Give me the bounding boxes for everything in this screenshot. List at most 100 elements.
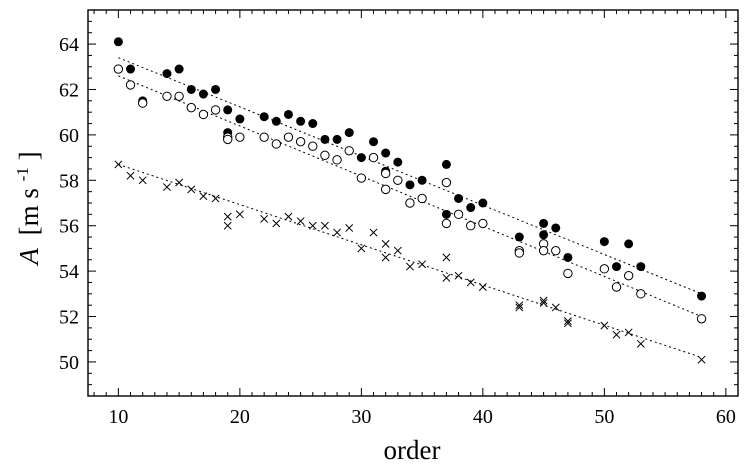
cross-stroke bbox=[199, 192, 208, 201]
cross-point bbox=[333, 228, 342, 237]
cross-point bbox=[381, 239, 390, 248]
filled-circle-point bbox=[356, 153, 366, 163]
open-circle-point bbox=[295, 136, 306, 147]
cross-point bbox=[600, 321, 609, 330]
cross-stroke bbox=[284, 212, 293, 221]
open-circle-point bbox=[417, 193, 427, 204]
open-circle-point bbox=[368, 152, 379, 163]
cross-point bbox=[223, 212, 232, 221]
open-circle-point bbox=[393, 175, 403, 185]
filled-circle-point bbox=[478, 198, 488, 208]
x-tick-label: 50 bbox=[594, 406, 614, 428]
filled-circle-point bbox=[113, 37, 123, 47]
y-tick-label: 56 bbox=[59, 216, 79, 238]
cross-point bbox=[199, 192, 208, 201]
cross-point bbox=[515, 303, 524, 312]
cross-point bbox=[114, 160, 123, 169]
cross-point bbox=[697, 355, 706, 364]
cross-point bbox=[369, 228, 378, 237]
filled-circle-point bbox=[612, 262, 622, 272]
filled-circle-point bbox=[308, 119, 318, 129]
y-tick-label: 54 bbox=[59, 261, 79, 283]
cross-point bbox=[442, 253, 451, 262]
filled-circle-point bbox=[320, 134, 330, 144]
filled-circle-point bbox=[539, 218, 549, 228]
cross-point bbox=[454, 271, 463, 280]
cross-stroke bbox=[223, 221, 232, 230]
cross-point bbox=[187, 185, 196, 194]
cross-stroke bbox=[260, 214, 269, 223]
cross-stroke bbox=[369, 228, 378, 237]
y-tick-label: 52 bbox=[59, 307, 79, 329]
cross-stroke bbox=[442, 253, 451, 262]
cross-point bbox=[211, 194, 220, 203]
filled-circle-point bbox=[259, 112, 269, 122]
open-circle-point bbox=[441, 177, 452, 188]
cross-point bbox=[624, 328, 633, 337]
cross-stroke bbox=[636, 339, 645, 348]
y-axis-label-unit: [m s bbox=[14, 188, 44, 235]
filled-circle-point bbox=[174, 64, 184, 74]
cross-point bbox=[406, 262, 414, 271]
fit-line bbox=[118, 75, 702, 317]
filled-circle-point bbox=[344, 128, 354, 138]
cross-point bbox=[636, 339, 645, 348]
filled-circle-point bbox=[393, 157, 403, 167]
cross-stroke bbox=[333, 228, 342, 237]
cross-stroke bbox=[138, 176, 147, 185]
open-circle-point bbox=[308, 141, 318, 151]
cross-point bbox=[260, 214, 269, 223]
open-circle-point bbox=[162, 91, 172, 101]
open-circle-point bbox=[478, 218, 488, 229]
open-circle-point bbox=[453, 209, 464, 220]
cross-point bbox=[612, 330, 621, 339]
open-circle-point bbox=[380, 184, 391, 195]
filled-circle-point bbox=[697, 291, 707, 301]
open-circle-point bbox=[466, 221, 476, 231]
cross-point bbox=[478, 283, 487, 291]
cross-stroke bbox=[345, 224, 354, 232]
cross-stroke bbox=[454, 271, 463, 280]
filled-circle-point bbox=[454, 193, 464, 203]
cross-stroke bbox=[308, 221, 317, 230]
cross-point bbox=[539, 296, 548, 305]
cross-point bbox=[223, 221, 232, 230]
filled-circle-point bbox=[126, 64, 136, 74]
y-tick-label: 62 bbox=[59, 79, 79, 101]
cross-point bbox=[138, 176, 147, 185]
open-circle-point bbox=[223, 134, 233, 145]
open-circle-point bbox=[696, 314, 707, 324]
cross-point bbox=[381, 253, 390, 262]
y-axis-label: A [m s -1 ] bbox=[4, 151, 44, 266]
cross-point bbox=[175, 178, 184, 187]
cross-point bbox=[272, 219, 281, 228]
x-tick-label: 60 bbox=[716, 406, 736, 428]
filled-circle-point bbox=[417, 175, 427, 185]
open-circle-point bbox=[380, 168, 391, 179]
open-circle-point bbox=[514, 248, 525, 258]
cross-stroke bbox=[381, 239, 390, 248]
cross-stroke bbox=[612, 330, 621, 339]
y-axis-label-superscript: -1 bbox=[13, 167, 32, 181]
y-tick-label: 60 bbox=[59, 125, 79, 147]
cross-stroke bbox=[697, 355, 706, 364]
cross-stroke bbox=[466, 278, 475, 287]
cross-stroke bbox=[211, 194, 220, 203]
x-tick-label: 40 bbox=[473, 406, 493, 428]
filled-circle-point bbox=[198, 89, 208, 99]
cross-point bbox=[515, 301, 524, 310]
cross-point bbox=[126, 171, 135, 180]
open-circle-point bbox=[344, 146, 354, 156]
y-tick-label: 58 bbox=[59, 170, 79, 192]
axes: 10 20 30 40 50 60 50 52 54 56 58 60 62 64 bbox=[59, 9, 739, 428]
cross-stroke bbox=[515, 303, 524, 312]
open-circle-point bbox=[320, 150, 330, 161]
cross-stroke bbox=[563, 319, 572, 328]
cross-stroke bbox=[551, 303, 560, 312]
cross-point bbox=[466, 278, 475, 287]
filled-circle-point bbox=[599, 237, 609, 247]
cross-stroke bbox=[175, 178, 184, 187]
cross-stroke bbox=[539, 298, 548, 307]
cross-stroke bbox=[235, 210, 244, 219]
